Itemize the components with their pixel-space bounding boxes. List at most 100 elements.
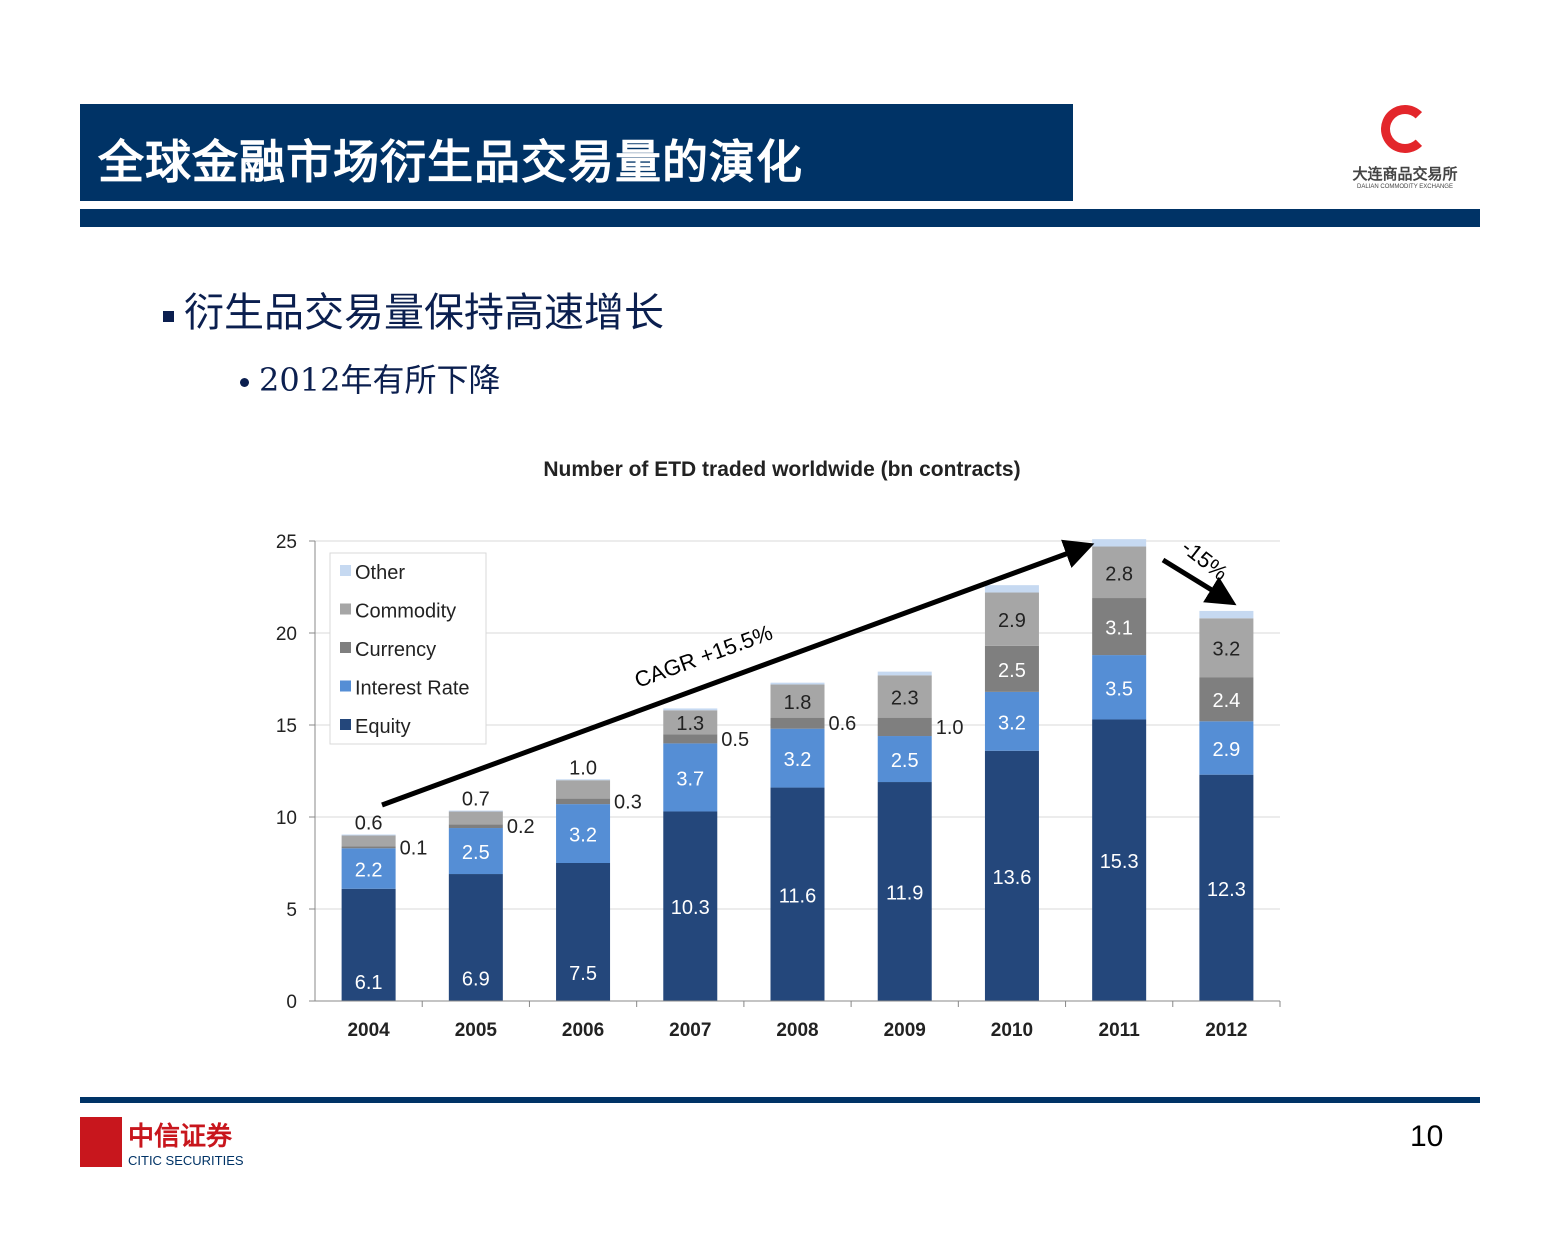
y-tick-label: 10: [276, 808, 297, 829]
data-label: 2.4: [1212, 690, 1240, 712]
bar-equity: [1092, 719, 1147, 1001]
data-label: 2.8: [1105, 563, 1133, 585]
bar-commodity: [556, 780, 611, 799]
bar-other: [448, 810, 503, 812]
data-label: 2.3: [891, 687, 919, 709]
bar-other: [770, 682, 825, 685]
bar-interest-rate: [984, 691, 1039, 751]
legend-label: Commodity: [355, 601, 456, 623]
data-label: 11.9: [886, 883, 923, 905]
bar-commodity: [1092, 546, 1147, 599]
bar-currency: [1199, 677, 1254, 722]
data-label: 10.3: [671, 897, 710, 919]
data-label: 15.3: [1100, 851, 1139, 873]
bar-equity: [1199, 774, 1254, 1001]
legend-label: Equity: [355, 716, 411, 738]
bar-equity: [877, 782, 932, 1001]
bar-commodity: [341, 835, 396, 847]
bar-currency: [1092, 598, 1147, 656]
x-tick-label: 2006: [562, 1020, 604, 1041]
slide-title: 全球金融市场衍生品交易量的演化: [98, 135, 803, 189]
y-tick-label: 5: [286, 900, 297, 921]
bar-currency: [448, 824, 503, 829]
citic-seal-icon: [80, 1117, 122, 1167]
x-tick-label: 2005: [455, 1020, 498, 1041]
data-label: 2.5: [891, 750, 919, 772]
data-label: 0.1: [400, 837, 428, 859]
data-label: 11.6: [779, 885, 816, 907]
x-tick-label: 2012: [1205, 1020, 1247, 1041]
data-label: 3.7: [676, 768, 704, 790]
bar-interest-rate: [1199, 721, 1254, 775]
citic-logo-cn: 中信证券: [128, 1121, 233, 1151]
y-tick-label: 15: [276, 716, 297, 737]
x-tick-label: 2007: [669, 1020, 711, 1041]
bar-currency: [877, 717, 932, 737]
data-label: 0.7: [462, 789, 490, 811]
bar-equity: [984, 750, 1039, 1001]
title-bar: 全球金融市场衍生品交易量的演化: [80, 104, 1073, 201]
y-tick-label: 0: [286, 992, 297, 1013]
cagr-arrow: [381, 539, 1095, 808]
data-label: 3.2: [1212, 639, 1240, 661]
bar-interest-rate: [877, 736, 932, 783]
bar-equity: [341, 888, 396, 1001]
page-number: 10: [1410, 1120, 1444, 1153]
legend-label: Other: [355, 562, 405, 584]
dot-bullet-icon: [240, 378, 249, 387]
legend-label: Currency: [355, 639, 436, 661]
dce-logo-en: DALIAN COMMODITY EXCHANGE: [1357, 184, 1453, 190]
cagr-label: CAGR +15.5%: [631, 620, 776, 693]
legend-swatch: [340, 680, 351, 692]
data-label: 3.2: [998, 712, 1026, 734]
bullet-level1-text: 衍生品交易量保持高速增长: [184, 290, 664, 336]
bar-currency: [341, 846, 396, 849]
bar-currency: [663, 734, 718, 744]
bar-equity: [448, 874, 503, 1001]
bar-interest-rate: [770, 728, 825, 788]
data-label: 1.0: [569, 757, 597, 779]
y-tick-label: 20: [276, 624, 297, 645]
citic-logo-en: CITIC SECURITIES: [128, 1153, 244, 1168]
data-label: 0.6: [355, 812, 383, 834]
bar-other: [984, 585, 1039, 593]
bar-commodity: [1199, 618, 1254, 678]
bullet-level1: 衍生品交易量保持高速增长: [163, 280, 664, 338]
bar-commodity: [984, 592, 1039, 646]
dce-logo-mark-icon: [1381, 105, 1429, 153]
x-tick-label: 2004: [347, 1020, 390, 1041]
data-label: 0.2: [507, 816, 535, 838]
legend-label: Interest Rate: [355, 678, 470, 700]
bar-interest-rate: [1092, 655, 1147, 720]
bar-commodity: [448, 811, 503, 825]
bar-interest-rate: [341, 848, 396, 889]
bottom-divider: [80, 1097, 1480, 1103]
x-tick-label: 2009: [884, 1020, 926, 1041]
data-label: 2.5: [462, 842, 490, 864]
bar-other: [556, 779, 611, 781]
data-label: 2.9: [1212, 739, 1240, 761]
bar-equity: [556, 863, 611, 1001]
bar-commodity: [770, 684, 825, 718]
legend-swatch: [340, 642, 351, 653]
data-label: 1.8: [784, 692, 812, 714]
data-label: 3.2: [569, 825, 597, 847]
bar-interest-rate: [556, 804, 611, 863]
data-label: 3.1: [1105, 618, 1133, 640]
x-tick-label: 2010: [991, 1020, 1033, 1041]
top-divider: [80, 209, 1480, 227]
citic-logo: 中信证券 CITIC SECURITIES: [80, 1116, 244, 1168]
legend: Other Commodity Currency Interest Rate Equit…: [329, 552, 487, 745]
data-label: 2.9: [998, 610, 1026, 632]
data-label: 7.5: [569, 963, 597, 985]
legend-swatch: [340, 603, 351, 615]
data-label: 0.6: [829, 713, 857, 735]
chart-title: Number of ETD traded worldwide (bn contr…: [543, 458, 1020, 481]
data-label: 1.3: [676, 713, 704, 735]
legend-box: [329, 552, 487, 745]
bar-currency: [556, 798, 611, 805]
bar-interest-rate: [448, 828, 503, 875]
bar-equity: [770, 787, 825, 1001]
